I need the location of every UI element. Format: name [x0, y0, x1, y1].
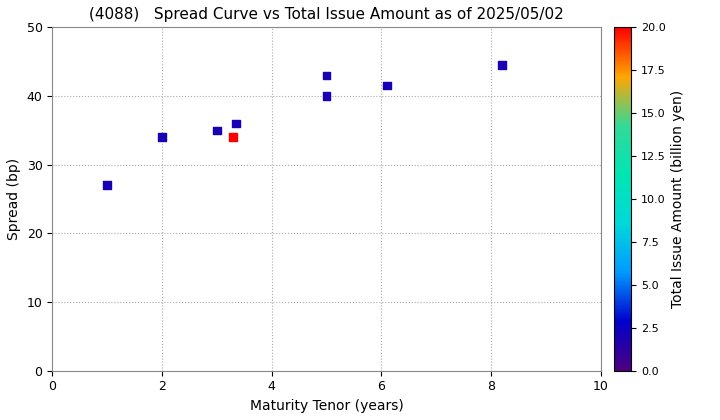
Point	[320, 93, 332, 100]
Point	[211, 127, 222, 134]
Point	[156, 134, 168, 141]
X-axis label: Maturity Tenor (years): Maturity Tenor (years)	[250, 399, 403, 413]
Point	[102, 182, 113, 189]
Point	[228, 134, 239, 141]
Point	[381, 82, 392, 89]
Y-axis label: Spread (bp): Spread (bp)	[7, 158, 21, 240]
Point	[496, 62, 508, 68]
Point	[230, 120, 242, 127]
Point	[320, 72, 332, 79]
Y-axis label: Total Issue Amount (billion yen): Total Issue Amount (billion yen)	[671, 90, 685, 308]
Title: (4088)   Spread Curve vs Total Issue Amount as of 2025/05/02: (4088) Spread Curve vs Total Issue Amoun…	[89, 7, 564, 22]
